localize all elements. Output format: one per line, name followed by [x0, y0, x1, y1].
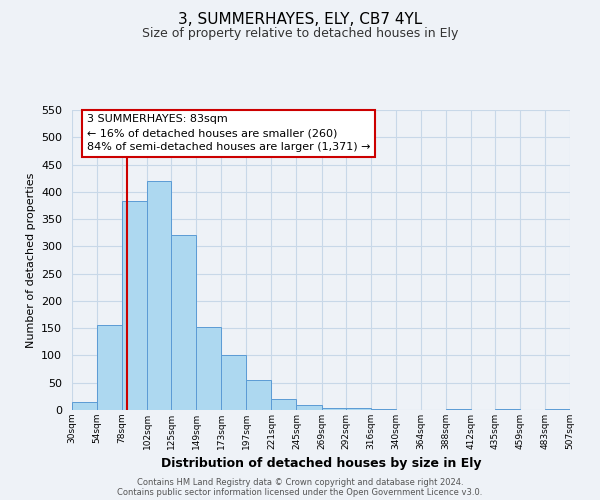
Bar [171, 236, 196, 410]
Bar [271, 399, 296, 410]
Y-axis label: Number of detached properties: Number of detached properties [26, 172, 35, 348]
Bar [122, 201, 147, 410]
Bar [247, 380, 271, 410]
Bar [221, 355, 247, 410]
X-axis label: Distribution of detached houses by size in Ely: Distribution of detached houses by size … [161, 458, 481, 470]
Bar [196, 326, 221, 410]
Text: 3, SUMMERHAYES, ELY, CB7 4YL: 3, SUMMERHAYES, ELY, CB7 4YL [178, 12, 422, 28]
Bar [346, 408, 371, 410]
Bar [296, 404, 322, 410]
Text: Size of property relative to detached houses in Ely: Size of property relative to detached ho… [142, 28, 458, 40]
Text: 3 SUMMERHAYES: 83sqm
← 16% of detached houses are smaller (260)
84% of semi-deta: 3 SUMMERHAYES: 83sqm ← 16% of detached h… [87, 114, 370, 152]
Bar [72, 402, 97, 410]
Bar [147, 181, 171, 410]
Bar [97, 326, 122, 410]
Text: Contains public sector information licensed under the Open Government Licence v3: Contains public sector information licen… [118, 488, 482, 497]
Bar [322, 408, 346, 410]
Text: Contains HM Land Registry data © Crown copyright and database right 2024.: Contains HM Land Registry data © Crown c… [137, 478, 463, 487]
Bar [545, 409, 570, 410]
